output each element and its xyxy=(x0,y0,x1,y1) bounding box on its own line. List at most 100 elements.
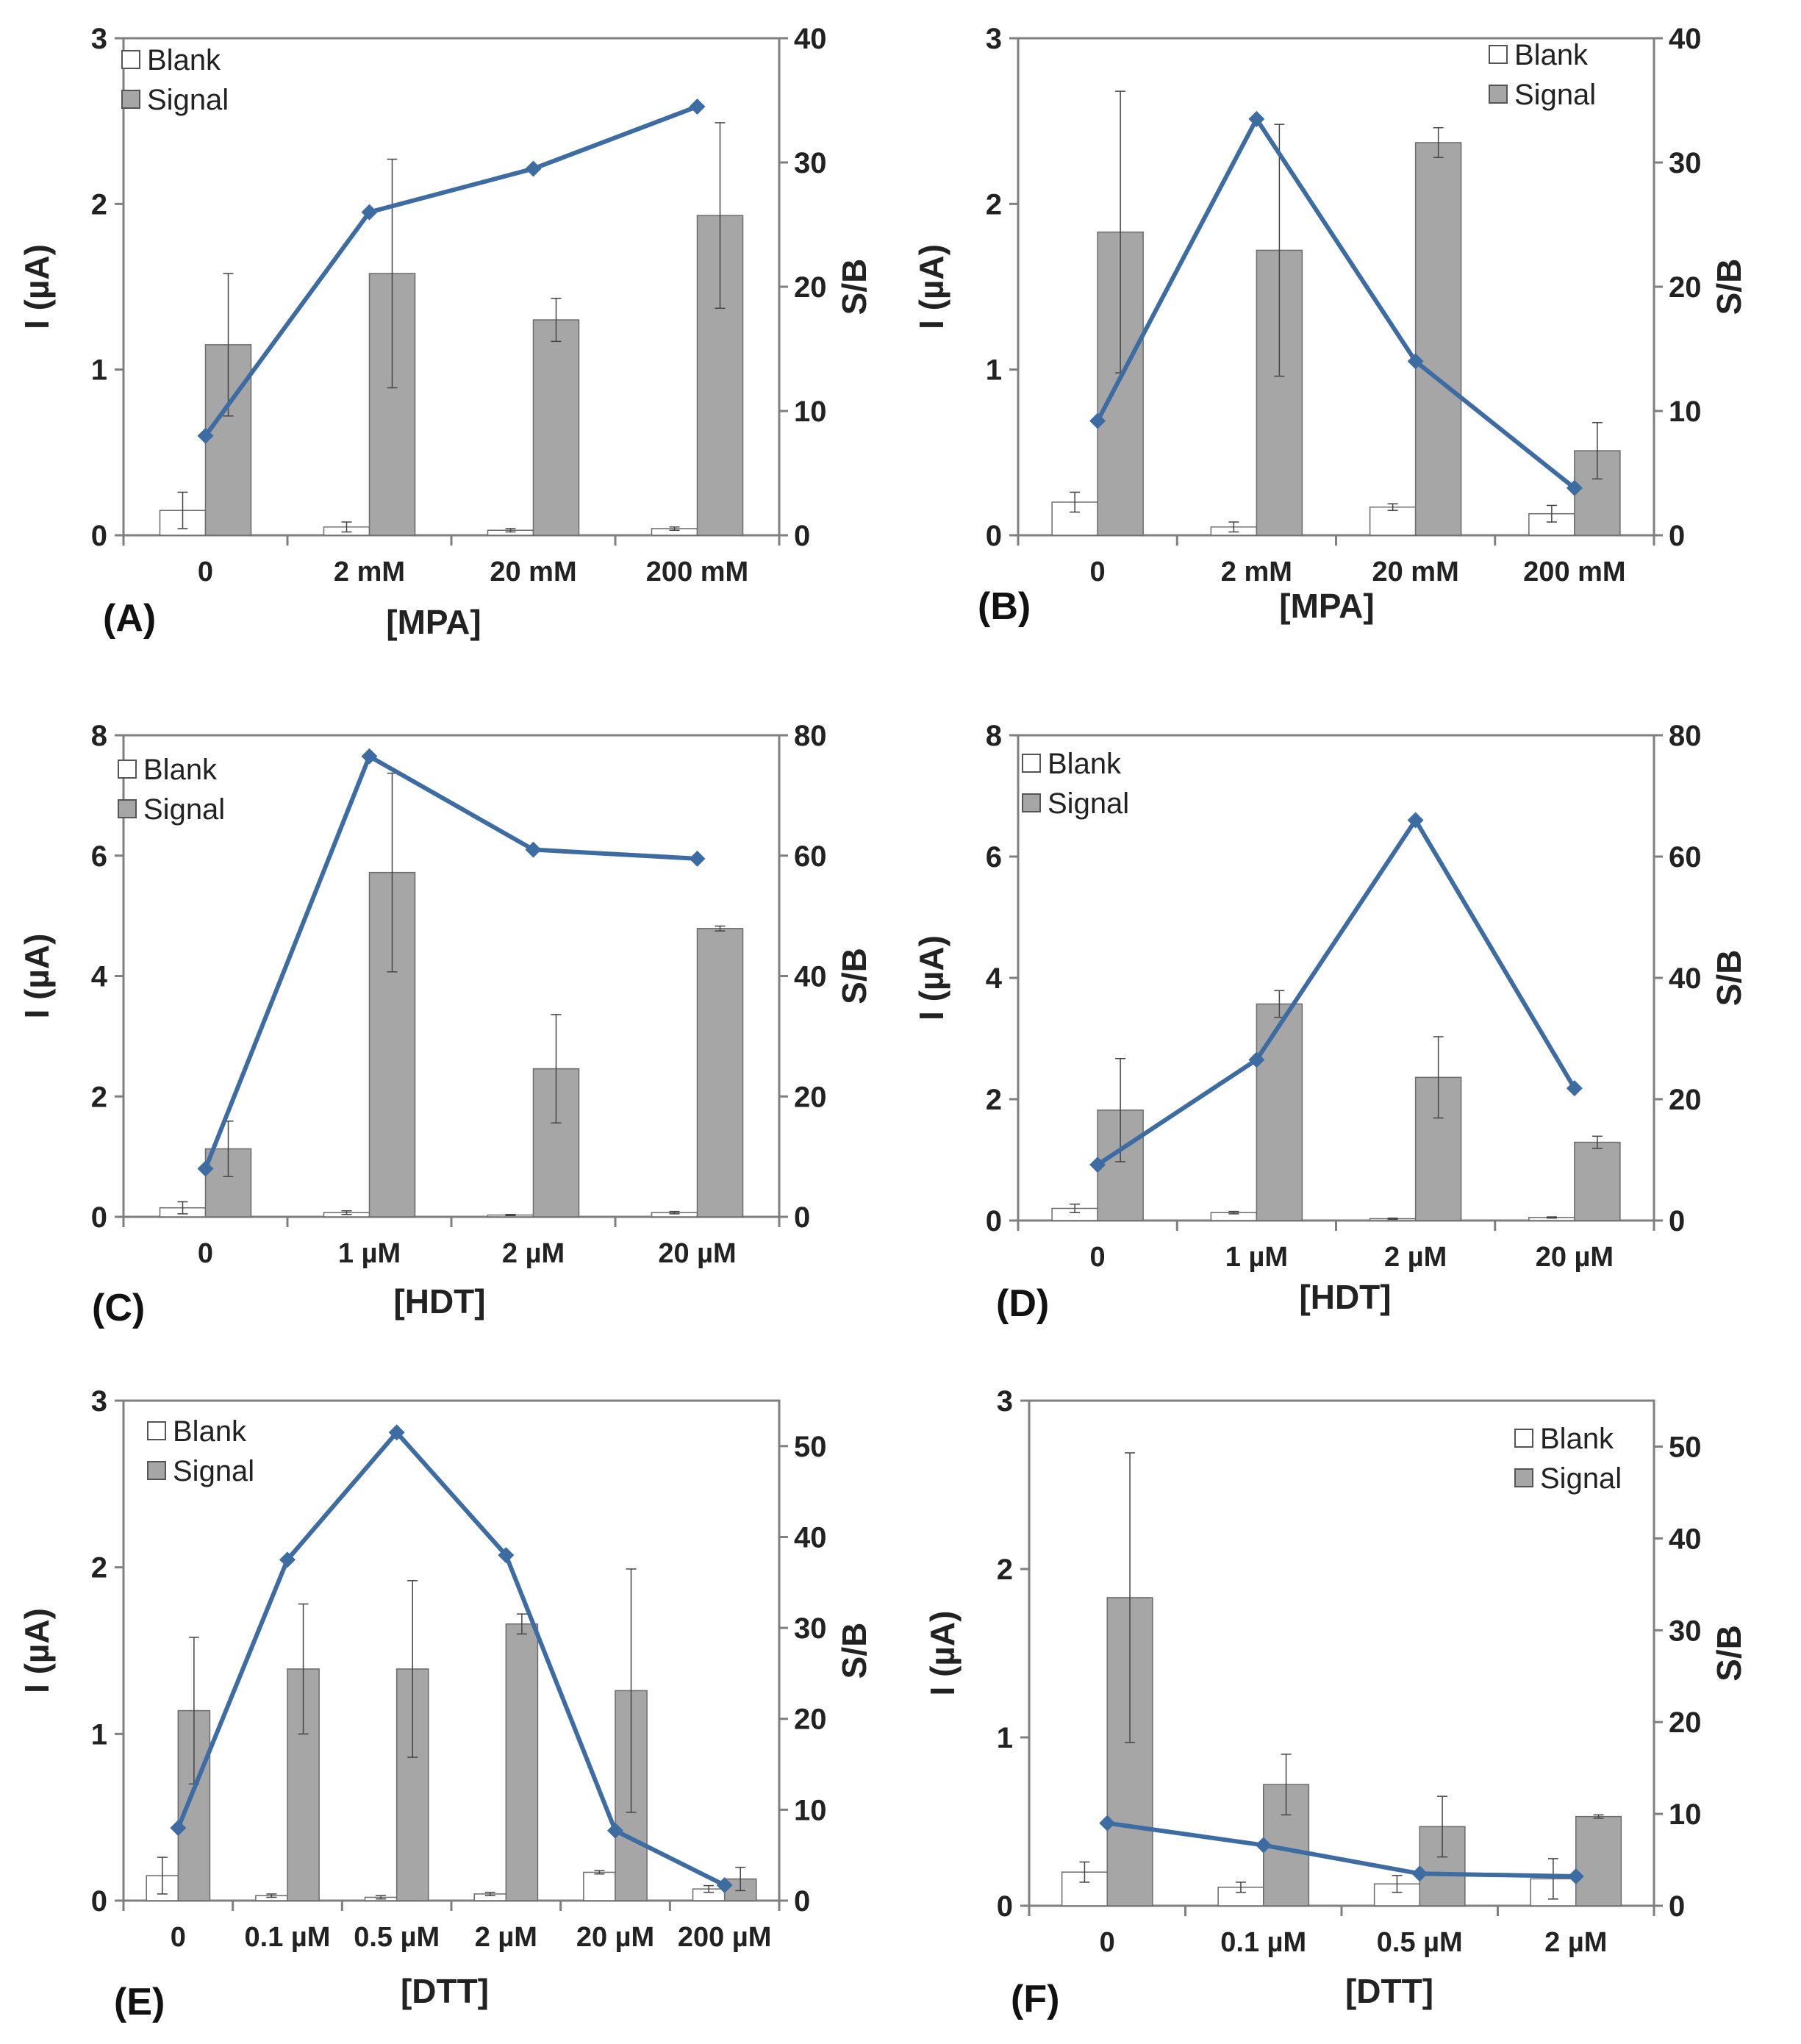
blank-bar xyxy=(1369,506,1417,536)
y-tick-label: 3 xyxy=(91,1385,107,1418)
legend-signal: Signal xyxy=(1048,787,1129,820)
panel-label: (F) xyxy=(1011,1978,1059,2020)
sb-point xyxy=(1567,1868,1584,1885)
y2-tick-label: 40 xyxy=(1669,23,1702,55)
y2-tick-label: 50 xyxy=(794,1431,827,1463)
legend-blank: Blank xyxy=(147,44,221,76)
y-tick-label: 3 xyxy=(91,23,107,55)
sb-point xyxy=(689,98,706,115)
y-tick-label: 1 xyxy=(91,354,107,387)
y-tick-label: 1 xyxy=(997,1722,1013,1754)
sb-point xyxy=(498,1547,515,1564)
sb-point xyxy=(1248,110,1265,127)
signal-bar xyxy=(505,1623,539,1901)
y-tick-label: 3 xyxy=(997,1385,1013,1418)
legend-swatch-blank xyxy=(147,1421,166,1440)
y-tick-label: 1 xyxy=(91,1718,107,1751)
x-axis-label: [HDT] xyxy=(1299,1278,1391,1316)
x-tick-label: 200 µM xyxy=(678,1922,772,1953)
y2-tick-label: 0 xyxy=(794,1885,810,1918)
legend-swatch-blank xyxy=(118,760,137,779)
y-tick-label: 0 xyxy=(91,1201,107,1234)
legend-signal: Signal xyxy=(143,793,225,826)
sb-point xyxy=(716,1876,733,1893)
sb-point xyxy=(689,850,706,867)
y2-tick-label: 20 xyxy=(794,271,827,304)
x-tick-label: 200 mM xyxy=(646,557,748,587)
y-tick-label: 8 xyxy=(91,720,107,752)
y2-tick-label: 30 xyxy=(794,147,827,179)
x-axis-label: [DTT] xyxy=(401,1972,489,2010)
y2-tick-label: 10 xyxy=(1669,1798,1702,1831)
panel-label: (C) xyxy=(92,1287,145,1329)
legend-blank: Blank xyxy=(173,1415,247,1448)
y2-axis-label: S/B xyxy=(835,259,873,315)
legend-blank: Blank xyxy=(1540,1423,1614,1455)
y-tick-label: 2 xyxy=(986,188,1002,221)
x-tick-label: 0 xyxy=(1090,557,1106,587)
y-axis-label: I (µA) xyxy=(18,1608,56,1693)
legend-blank: Blank xyxy=(1514,39,1589,71)
y2-tick-label: 40 xyxy=(1669,1523,1702,1555)
y2-tick-label: 80 xyxy=(1669,720,1702,752)
x-tick-label: 20 µM xyxy=(1536,1242,1614,1273)
sb-line xyxy=(203,754,698,1170)
y2-tick-label: 20 xyxy=(1669,1084,1702,1116)
y-tick-label: 2 xyxy=(997,1554,1013,1586)
y-tick-label: 8 xyxy=(986,720,1002,752)
legend-swatch-signal xyxy=(1489,85,1508,104)
x-tick-label: 0.1 µM xyxy=(245,1922,331,1953)
y-tick-label: 0 xyxy=(91,1885,107,1918)
sb-line xyxy=(1095,116,1576,490)
x-tick-label: 20 µM xyxy=(658,1238,736,1269)
legend-blank: Blank xyxy=(1048,748,1122,780)
y2-axis-label: S/B xyxy=(1710,1625,1748,1682)
y-tick-label: 0 xyxy=(986,1205,1002,1237)
x-tick-label: 2 µM xyxy=(1544,1927,1607,1958)
y2-tick-label: 10 xyxy=(1669,396,1702,428)
x-tick-label: 0.5 µM xyxy=(354,1922,440,1953)
x-tick-label: 20 µM xyxy=(576,1922,654,1953)
y-tick-label: 2 xyxy=(91,1081,107,1113)
signal-bar xyxy=(696,928,744,1218)
sb-point xyxy=(388,1424,405,1441)
sb-point xyxy=(1248,1051,1265,1068)
legend-signal: Signal xyxy=(1540,1462,1622,1495)
signal-bar xyxy=(1256,1003,1303,1221)
x-tick-label: 200 mM xyxy=(1523,557,1625,587)
legend-swatch-blank xyxy=(1489,45,1508,64)
y-axis-label: I (µA) xyxy=(923,1611,962,1696)
y-axis-label: I (µA) xyxy=(912,244,950,329)
sb-line xyxy=(1096,818,1577,1167)
sb-point xyxy=(1566,1080,1583,1097)
y2-axis-label: S/B xyxy=(1710,259,1748,315)
sb-point xyxy=(525,160,542,177)
y2-tick-label: 30 xyxy=(1669,1615,1702,1647)
y2-tick-label: 80 xyxy=(794,720,827,752)
y2-tick-label: 60 xyxy=(794,840,827,873)
x-tick-label: 2 µM xyxy=(1384,1242,1447,1273)
signal-bar xyxy=(368,273,416,536)
legend-swatch-signal xyxy=(1022,793,1041,812)
x-axis-label: [MPA] xyxy=(1279,587,1374,625)
y-axis-label: I (µA) xyxy=(18,934,56,1019)
x-tick-label: 0 xyxy=(198,1238,213,1269)
legend-signal: Signal xyxy=(147,84,229,116)
sb-point xyxy=(1255,1837,1272,1854)
y-tick-label: 2 xyxy=(986,1084,1002,1116)
sb-line xyxy=(176,1430,726,1887)
x-axis-label: [HDT] xyxy=(393,1282,485,1321)
y2-tick-label: 20 xyxy=(1669,1707,1702,1739)
y2-tick-label: 0 xyxy=(1669,1205,1685,1237)
y-tick-label: 6 xyxy=(986,841,1002,873)
y-tick-label: 0 xyxy=(997,1890,1013,1923)
y2-tick-label: 0 xyxy=(1669,520,1685,552)
sb-point xyxy=(197,1160,214,1177)
x-tick-label: 0 xyxy=(171,1922,186,1953)
x-tick-label: 0 xyxy=(1090,1242,1106,1273)
sb-point xyxy=(361,748,378,765)
y-tick-label: 4 xyxy=(986,962,1003,995)
